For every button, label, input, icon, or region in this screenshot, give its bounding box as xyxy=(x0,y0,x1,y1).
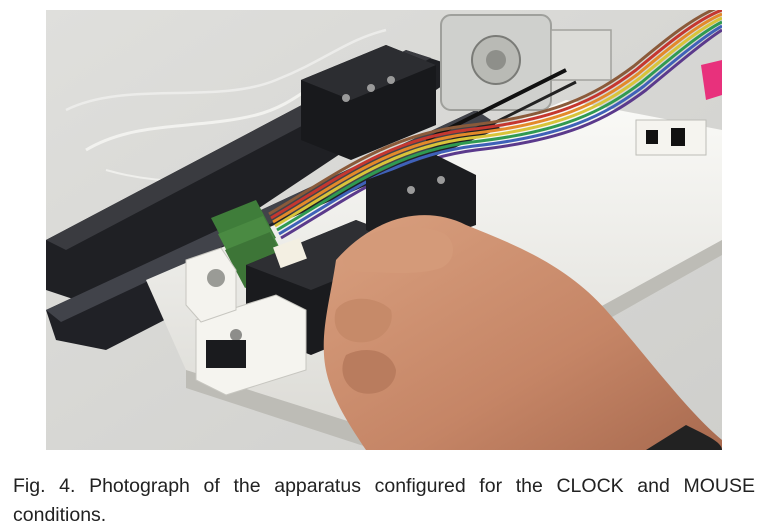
ribbon-cable xyxy=(268,10,722,240)
figure-caption: Fig. 4. Photograph of the apparatus conf… xyxy=(13,475,755,526)
white-block xyxy=(195,294,307,396)
cable xyxy=(65,28,387,112)
sensor xyxy=(273,237,307,269)
pink-tag xyxy=(701,60,722,100)
block-top xyxy=(301,45,436,100)
rail-top xyxy=(46,110,491,322)
hand xyxy=(323,215,722,450)
figure-photograph xyxy=(46,10,722,450)
